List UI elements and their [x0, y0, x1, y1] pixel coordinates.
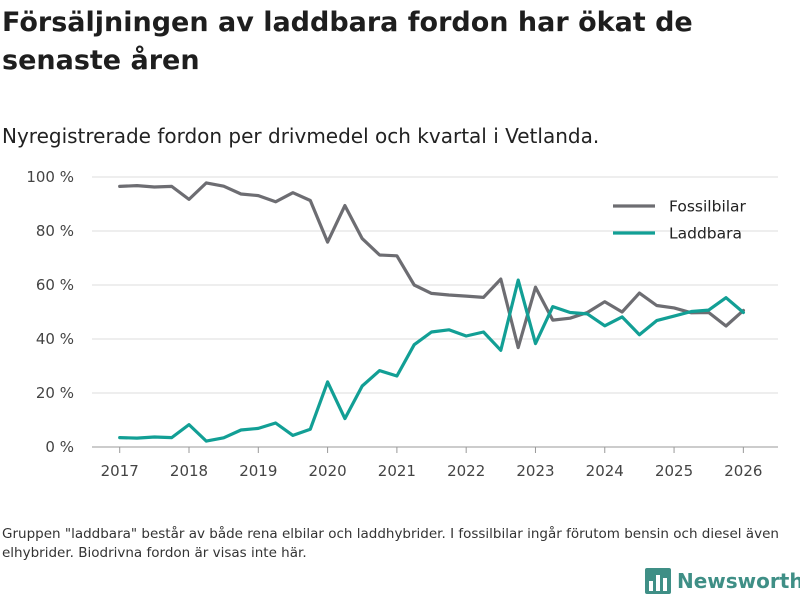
- series-lines: [118, 181, 746, 443]
- x-tick-label: 2025: [655, 462, 693, 480]
- x-tick-label: 2018: [170, 462, 208, 480]
- brand-name: Newsworthy: [677, 569, 800, 593]
- bar-chart-logo-icon: [645, 568, 671, 594]
- y-tick-label: 60 %: [36, 276, 74, 294]
- x-tick-label: 2020: [309, 462, 347, 480]
- y-tick-label: 0 %: [45, 438, 74, 456]
- y-axis: 0 % 20 % 40 % 60 % 80 % 100 %: [26, 168, 74, 456]
- x-tick-label: 2022: [447, 462, 485, 480]
- x-tick-label: 2021: [378, 462, 416, 480]
- footnote: Gruppen "laddbara" består av både rena e…: [2, 526, 779, 561]
- grid-lines: [92, 176, 778, 448]
- brand-logo: Newsworthy: [645, 568, 800, 594]
- x-tick-label: 2019: [239, 462, 277, 480]
- y-tick-label: 40 %: [36, 330, 74, 348]
- chart-subtitle: Nyregistrerade fordon per drivmedel och …: [2, 124, 600, 148]
- legend-label: Fossilbilar: [669, 198, 747, 216]
- series-line-laddbara: [118, 278, 746, 443]
- y-tick-label: 20 %: [36, 384, 74, 402]
- x-tick-label: 2017: [101, 462, 139, 480]
- y-tick-label: 80 %: [36, 222, 74, 240]
- x-axis: 2017 2018 2019 2020 2021 2022 2023 2024 2025 2026: [101, 447, 762, 480]
- legend-label: Laddbara: [669, 225, 742, 243]
- x-tick-label: 2026: [724, 462, 762, 480]
- x-tick-label: 2023: [516, 462, 554, 480]
- line-chart: 0 % 20 % 40 % 60 % 80 % 100 % 2017 2018 2019 202…: [26, 168, 778, 480]
- series-line-fossilbilar: [118, 181, 746, 350]
- chart-title: Försäljningen av laddbara fordon har öka…: [2, 7, 693, 76]
- y-tick-label: 100 %: [26, 168, 74, 186]
- legend: Fossilbilar Laddbara: [613, 198, 747, 243]
- x-tick-label: 2024: [586, 462, 624, 480]
